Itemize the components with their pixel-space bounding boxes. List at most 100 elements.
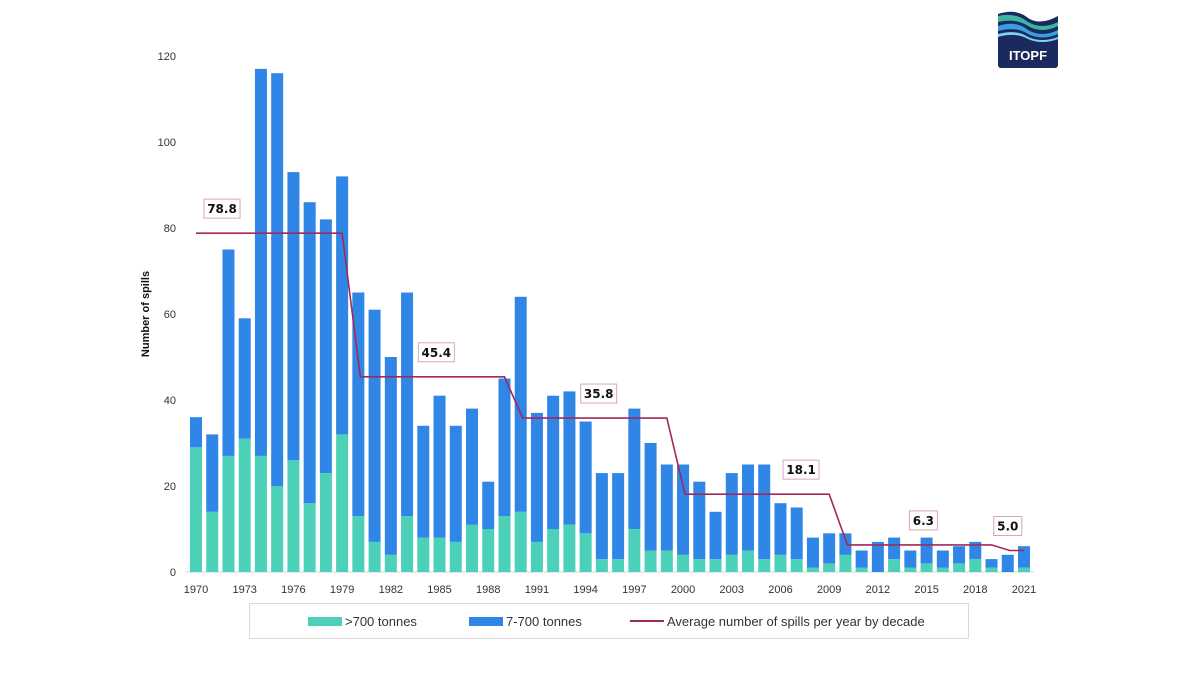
legend-line-average [630,620,664,622]
bar-medium-spills [498,378,511,517]
bar-medium-spills [888,537,901,560]
legend-label-average: Average number of spills per year by dec… [667,613,925,629]
bar-medium-spills [709,511,722,560]
bar-large-spills [254,455,267,572]
x-tick-label: 2021 [1012,584,1036,596]
y-tick-label: 120 [158,51,176,63]
bar-medium-spills [595,473,608,560]
bar-medium-spills [238,318,251,439]
bar-medium-spills [206,434,219,512]
bar-medium-spills [336,176,349,435]
average-label-box [782,459,820,480]
average-line [196,232,1024,552]
bar-large-spills [498,516,511,572]
bar-large-spills [579,533,592,572]
bar-large-spills [823,563,836,572]
bar-large-spills [271,486,284,572]
bar-large-spills [287,460,300,572]
bar-large-spills [417,537,430,572]
x-tick-label: 1979 [330,584,354,596]
bar-large-spills [969,559,982,572]
bar-medium-spills [660,464,673,551]
bar-large-spills [888,559,901,572]
itopf-logo: ITOPF [998,10,1058,68]
bar-large-spills [790,559,803,572]
bar-medium-spills [790,507,803,560]
x-tick-label: 1991 [525,584,549,596]
x-tick-label: 2006 [768,584,792,596]
logo-light-wave [998,32,1058,42]
bar-medium-spills [319,219,332,474]
bar-medium-spills [823,533,836,564]
y-axis: 0 20 40 60 80 100 120 [158,51,176,579]
bar-medium-spills [985,559,998,568]
legend-item-medium: 7-700 tonnes [469,614,582,629]
average-line-group: 78.8 45.4 35.8 18.1 6.3 5.0 [196,198,1024,552]
x-tick-label: 1976 [281,584,305,596]
bar-medium-spills [514,296,527,512]
bar-medium-spills [530,412,543,542]
bar-medium-spills [953,546,966,564]
x-tick-label: 1985 [427,584,451,596]
bar-medium-spills [563,391,576,525]
x-axis: 1970 1973 1976 1979 1982 1985 1988 1991 1994 1997… [184,571,1036,596]
x-tick-label: 1997 [622,584,646,596]
average-label-box [908,510,938,531]
bar-medium-spills [758,464,771,560]
bar-large-spills [660,550,673,572]
bar-large-spills [612,559,625,572]
bar-medium-spills [303,202,316,504]
bar-large-spills [401,516,414,572]
x-tick-label: 2003 [720,584,744,596]
bar-medium-spills [433,395,446,538]
average-label: 5.0 [997,520,1018,534]
average-label: 35.8 [584,387,614,401]
legend-item-average: Average number of spills per year by dec… [630,614,925,629]
logo-top-wave [998,10,1058,22]
bar-large-spills [806,567,819,572]
bar-large-spills [725,554,738,572]
x-tick-label: 1973 [232,584,256,596]
bar-medium-spills [839,533,852,555]
bar-large-spills [433,537,446,572]
bars-group [190,68,1030,572]
bar-medium-spills [904,550,917,568]
x-tick-label: 2015 [914,584,938,596]
bar-large-spills [709,559,722,572]
legend-item-large: >700 tonnes [308,614,417,629]
bar-medium-spills [254,68,267,456]
bar-medium-spills [271,73,284,486]
y-axis-title: Number of spills [140,271,152,357]
x-tick-label: 1988 [476,584,500,596]
bar-large-spills [742,550,754,572]
y-tick-label: 100 [158,137,176,149]
bar-medium-spills [774,503,787,555]
bar-medium-spills [806,537,819,568]
y-tick-label: 0 [170,567,176,579]
logo-green-wave [998,14,1058,30]
bar-large-spills [514,511,527,572]
bar-large-spills [628,529,641,572]
bar-medium-spills [466,408,478,525]
bar-medium-spills [742,464,754,551]
logo-text: ITOPF [1009,48,1047,63]
bar-large-spills [595,559,608,572]
bar-large-spills [336,434,349,572]
x-tick-label: 2000 [671,584,695,596]
bar-large-spills [466,524,478,572]
bar-large-spills [774,554,787,572]
bar-large-spills [1018,567,1030,572]
x-tick-label: 2012 [866,584,890,596]
bar-large-spills [644,550,657,572]
bar-medium-spills [401,292,414,517]
bar-large-spills [855,567,868,572]
bar-medium-spills [417,425,430,538]
bar-large-spills [953,563,966,572]
x-tick-label: 1982 [379,584,403,596]
bar-large-spills [238,438,251,572]
bar-medium-spills [677,464,690,555]
bar-large-spills [482,529,495,572]
bar-large-spills [352,516,365,572]
bar-large-spills [368,541,381,572]
bar-large-spills [319,473,332,572]
